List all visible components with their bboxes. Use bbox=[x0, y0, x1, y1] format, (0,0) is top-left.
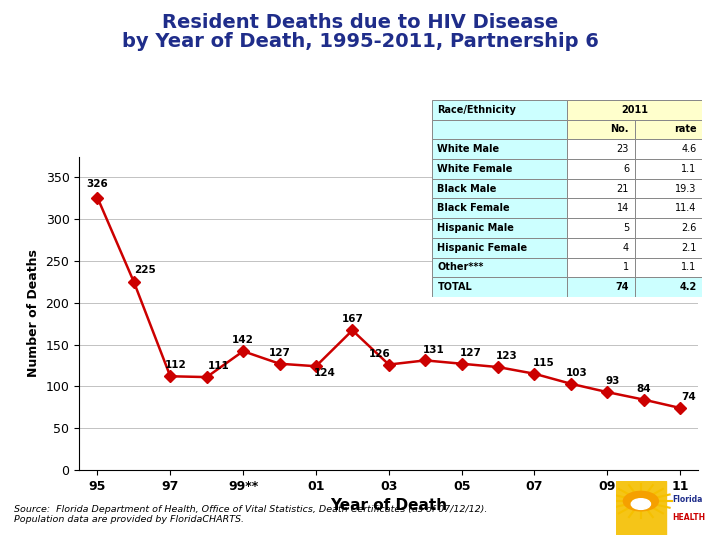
Text: Florida: Florida bbox=[672, 495, 702, 504]
Text: 1.1: 1.1 bbox=[681, 164, 697, 174]
Text: rate: rate bbox=[674, 124, 697, 134]
Text: 167: 167 bbox=[341, 314, 364, 325]
Bar bbox=[634, 199, 702, 218]
Bar bbox=[634, 100, 702, 120]
Bar bbox=[567, 218, 634, 238]
Text: 225: 225 bbox=[135, 265, 156, 275]
Bar bbox=[567, 139, 634, 159]
Bar bbox=[567, 258, 634, 278]
Text: Other***: Other*** bbox=[438, 262, 484, 273]
Text: by Year of Death, 1995-2011, Partnership 6: by Year of Death, 1995-2011, Partnership… bbox=[122, 32, 598, 51]
Bar bbox=[432, 238, 567, 258]
Text: 4.6: 4.6 bbox=[681, 144, 697, 154]
Text: 326: 326 bbox=[86, 179, 108, 189]
Text: 19.3: 19.3 bbox=[675, 184, 697, 194]
Text: White Female: White Female bbox=[438, 164, 513, 174]
Text: 2011: 2011 bbox=[621, 105, 648, 115]
Text: 14: 14 bbox=[617, 203, 629, 213]
Text: Resident Deaths due to HIV Disease: Resident Deaths due to HIV Disease bbox=[162, 14, 558, 32]
Text: 84: 84 bbox=[636, 384, 651, 394]
Text: HEALTH: HEALTH bbox=[672, 513, 705, 522]
Text: 21: 21 bbox=[617, 184, 629, 194]
Text: TOTAL: TOTAL bbox=[438, 282, 472, 292]
Text: No.: No. bbox=[611, 124, 629, 134]
Bar bbox=[432, 179, 567, 199]
Text: 103: 103 bbox=[566, 368, 588, 378]
Bar bbox=[567, 120, 634, 139]
Bar bbox=[432, 120, 567, 139]
Text: 6: 6 bbox=[623, 164, 629, 174]
Text: 127: 127 bbox=[269, 348, 290, 358]
Bar bbox=[567, 100, 702, 120]
Bar bbox=[567, 199, 634, 218]
X-axis label: Year of Death: Year of Death bbox=[330, 498, 447, 513]
Bar bbox=[634, 120, 702, 139]
Bar bbox=[567, 100, 634, 120]
Bar bbox=[567, 238, 634, 258]
Circle shape bbox=[631, 499, 650, 509]
Bar bbox=[432, 278, 567, 297]
Text: 126: 126 bbox=[369, 349, 391, 359]
Bar bbox=[567, 159, 634, 179]
Text: 1: 1 bbox=[623, 262, 629, 273]
Text: 74: 74 bbox=[616, 282, 629, 292]
Text: 115: 115 bbox=[532, 358, 554, 368]
Bar bbox=[432, 218, 567, 238]
Text: 142: 142 bbox=[232, 335, 254, 346]
Bar bbox=[432, 159, 567, 179]
Text: 93: 93 bbox=[606, 376, 621, 386]
Text: Black Female: Black Female bbox=[438, 203, 510, 213]
Text: 1.1: 1.1 bbox=[681, 262, 697, 273]
Circle shape bbox=[624, 491, 658, 511]
Text: 2.6: 2.6 bbox=[681, 223, 697, 233]
Text: 2.1: 2.1 bbox=[681, 242, 697, 253]
Y-axis label: Number of Deaths: Number of Deaths bbox=[27, 249, 40, 377]
Bar bbox=[634, 139, 702, 159]
Text: 4: 4 bbox=[623, 242, 629, 253]
Bar bbox=[634, 278, 702, 297]
Bar bbox=[432, 199, 567, 218]
Text: 23: 23 bbox=[617, 144, 629, 154]
Text: 4.2: 4.2 bbox=[680, 282, 697, 292]
Text: Black Male: Black Male bbox=[438, 184, 497, 194]
Bar bbox=[432, 139, 567, 159]
Bar bbox=[432, 258, 567, 278]
Text: Race/Ethnicity: Race/Ethnicity bbox=[438, 105, 516, 115]
Text: White Male: White Male bbox=[438, 144, 500, 154]
Text: 127: 127 bbox=[459, 348, 482, 358]
Bar bbox=[616, 481, 666, 535]
Text: Source:  Florida Department of Health, Office of Vital Statistics, Death Certifi: Source: Florida Department of Health, Of… bbox=[14, 505, 487, 524]
Bar bbox=[634, 179, 702, 199]
Bar bbox=[432, 100, 567, 120]
Bar bbox=[634, 238, 702, 258]
Text: Hispanic Male: Hispanic Male bbox=[438, 223, 514, 233]
Text: 74: 74 bbox=[682, 392, 696, 402]
Bar bbox=[567, 179, 634, 199]
Bar bbox=[634, 159, 702, 179]
Bar bbox=[634, 218, 702, 238]
Text: 123: 123 bbox=[496, 351, 518, 361]
Text: 124: 124 bbox=[314, 368, 336, 378]
Text: 11.4: 11.4 bbox=[675, 203, 697, 213]
Bar bbox=[634, 258, 702, 278]
Text: Hispanic Female: Hispanic Female bbox=[438, 242, 528, 253]
Bar bbox=[567, 278, 634, 297]
Text: 5: 5 bbox=[623, 223, 629, 233]
Text: 112: 112 bbox=[165, 360, 187, 370]
Text: 131: 131 bbox=[423, 345, 445, 355]
Text: 111: 111 bbox=[207, 361, 229, 371]
